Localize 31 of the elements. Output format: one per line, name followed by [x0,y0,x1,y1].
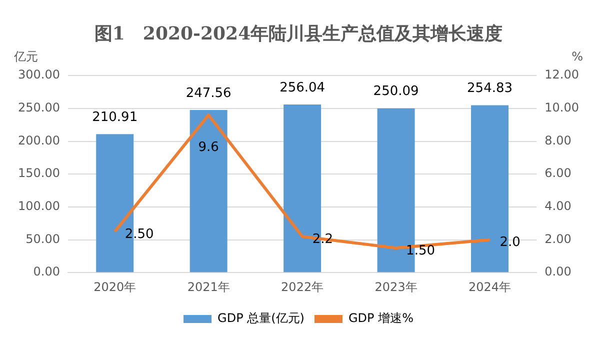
y2-tick-label: 0.00 [544,264,572,279]
y-tick-label: 200.00 [18,133,60,148]
x-tick-label: 2024年 [468,280,512,294]
data-label: 254.83 [467,81,513,96]
x-tick-label: 2023年 [374,280,418,294]
y-tick-label: 100.00 [18,199,60,214]
legend-label: GDP 总量(亿元) [218,311,304,326]
data-label: 9.6 [198,140,219,155]
legend-label: GDP 增速% [348,311,414,326]
y2-tick-label: 6.00 [544,166,572,180]
y2-axis-title: % [572,50,583,64]
y2-tick-label: 4.00 [544,199,572,214]
data-label: 250.09 [373,84,419,100]
y-axis-title: 亿元 [13,50,38,64]
data-label: 2.2 [312,232,334,247]
x-tick-label: 2020年 [94,280,136,294]
data-label: 210.91 [92,110,138,125]
y-tick-label: 150.00 [18,166,60,180]
y2-tick-label: 2.00 [544,232,572,246]
x-tick-label: 2021年 [187,280,230,294]
chart-title: 图1 2020-2024年陆川县生产总值及其增长速度 [94,23,503,44]
data-label: 247.56 [186,86,232,101]
data-label: 256.04 [280,80,326,96]
y2-tick-label: 10.00 [544,100,580,115]
x-tick-label: 2022年 [281,280,324,294]
y2-tick-label: 8.00 [544,133,572,148]
y-tick-label: 300.00 [18,68,60,82]
y-tick-label: 50.00 [26,232,60,246]
y2-tick-label: 12.00 [544,68,580,82]
y-tick-label: 250.00 [18,100,60,115]
y-tick-label: 0.00 [33,264,60,279]
